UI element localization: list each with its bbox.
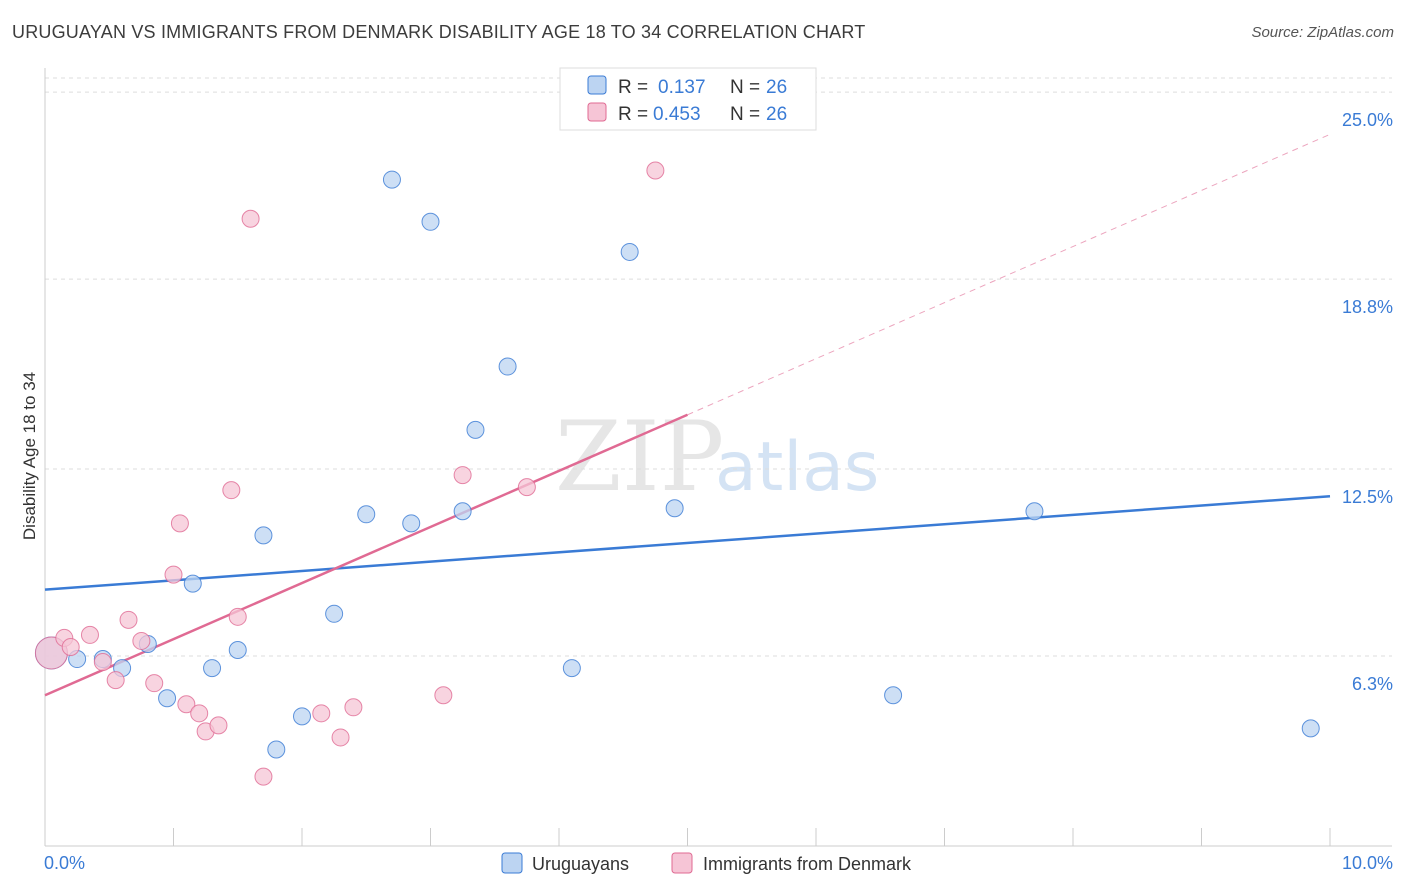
gridlines — [45, 77, 1392, 657]
point-uruguayans — [254, 526, 273, 545]
series-legend-label-uruguayans: Uruguayans — [532, 854, 629, 874]
point-denmark — [344, 698, 363, 717]
point-uruguayans — [293, 707, 311, 726]
data-points — [34, 161, 1320, 786]
point-denmark — [517, 478, 536, 497]
point-denmark — [93, 653, 112, 672]
point-uruguayans — [1301, 719, 1320, 738]
y-tick-label: 18.8% — [1342, 297, 1393, 317]
point-denmark — [170, 514, 189, 533]
series-legend: Uruguayans Immigrants from Denmark — [501, 852, 912, 874]
point-denmark — [209, 716, 228, 735]
y-tick-label: 12.5% — [1342, 487, 1393, 507]
point-uruguayans — [620, 242, 639, 261]
y-tick-label: 25.0% — [1342, 110, 1393, 130]
point-uruguayans — [382, 170, 401, 189]
trend-extension-denmark — [687, 133, 1331, 416]
point-uruguayans — [665, 499, 684, 518]
legend-r-label-2: R = — [618, 104, 648, 125]
point-uruguayans — [1025, 502, 1044, 521]
point-uruguayans — [183, 574, 202, 593]
point-denmark — [80, 625, 99, 644]
point-denmark — [177, 695, 196, 714]
point-denmark — [453, 466, 472, 485]
point-denmark — [61, 637, 80, 656]
point-uruguayans — [402, 514, 421, 533]
point-denmark — [119, 610, 138, 629]
point-denmark — [331, 728, 350, 747]
point-denmark — [222, 481, 241, 500]
watermark-zip: ZIP — [555, 401, 724, 513]
point-denmark — [646, 161, 665, 180]
point-denmark — [132, 631, 151, 650]
legend-r-value-2: 0.453 — [653, 104, 701, 125]
y-tick-labels: 6.3% 12.5% 18.8% 25.0% — [1342, 110, 1393, 694]
watermark-atlas: atlas — [715, 428, 879, 507]
point-uruguayans — [228, 640, 247, 659]
point-uruguayans — [203, 659, 222, 678]
source-label: Source: ZipAtlas.com — [1251, 24, 1394, 41]
point-denmark — [145, 674, 164, 693]
point-denmark — [254, 767, 273, 786]
legend-n-value-2: 26 — [766, 104, 787, 125]
point-denmark — [164, 565, 183, 584]
legend-swatch-uruguayans — [587, 75, 607, 95]
point-denmark — [106, 671, 125, 690]
trend-line-denmark — [44, 413, 689, 697]
point-denmark — [190, 704, 209, 723]
point-uruguayans — [421, 212, 440, 231]
chart-title: URUGUAYAN VS IMMIGRANTS FROM DENMARK DIS… — [12, 22, 866, 42]
point-denmark — [312, 704, 331, 723]
series-legend-swatch-uruguayans — [501, 852, 523, 874]
point-uruguayans — [884, 686, 903, 705]
point-denmark — [228, 607, 247, 626]
point-denmark — [241, 209, 260, 228]
axes — [44, 68, 1392, 847]
y-axis-title: Disability Age 18 to 34 — [20, 372, 39, 540]
point-uruguayans — [158, 689, 177, 708]
legend-r-label-1: R = — [618, 77, 648, 98]
x-tick-label-max: 10.0% — [1342, 853, 1393, 873]
point-uruguayans — [466, 420, 485, 439]
point-uruguayans — [357, 505, 376, 524]
legend-r-value-1: 0.137 — [658, 77, 706, 98]
legend-n-label-2: N = — [730, 104, 760, 125]
point-uruguayans — [267, 740, 286, 759]
trend-line-uruguayans — [44, 494, 1331, 591]
point-uruguayans — [453, 502, 472, 521]
point-uruguayans — [325, 604, 344, 623]
series-legend-swatch-denmark — [671, 852, 693, 874]
legend-n-label-1: N = — [730, 77, 760, 98]
point-uruguayans — [562, 659, 581, 678]
point-uruguayans — [498, 357, 517, 376]
x-tick-label-min: 0.0% — [44, 853, 85, 873]
series-legend-label-denmark: Immigrants from Denmark — [703, 854, 912, 874]
stats-legend: R = 0.137 N = 26 R = 0.453 N = 26 — [559, 67, 817, 131]
point-denmark — [434, 686, 453, 705]
y-tick-label: 6.3% — [1352, 674, 1393, 694]
legend-swatch-denmark — [587, 102, 607, 122]
x-ticks — [44, 828, 1331, 846]
legend-n-value-1: 26 — [766, 77, 787, 98]
